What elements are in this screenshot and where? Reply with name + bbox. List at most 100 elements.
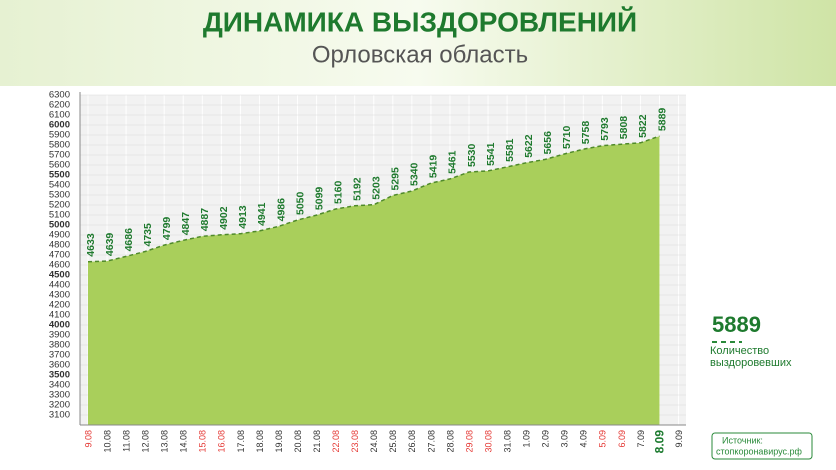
value-label: 4913 [237, 205, 249, 229]
value-label: 5295 [390, 167, 402, 191]
y-tick-label: 5300 [49, 190, 70, 201]
value-label: 4633 [85, 233, 97, 257]
y-tick-label: 5900 [49, 130, 70, 141]
value-label: 5808 [618, 116, 630, 140]
y-tick-label: 4100 [49, 310, 70, 321]
x-tick-label: 13.08 [160, 430, 170, 453]
y-tick-label: 4400 [49, 280, 70, 291]
value-label: 5622 [523, 134, 535, 158]
y-tick-label: 5200 [49, 200, 70, 211]
source-label: Источник: [722, 435, 763, 445]
x-tick-label: 8.09 [653, 430, 667, 454]
x-tick-label: 9.09 [674, 430, 684, 448]
x-tick-label: 2.09 [541, 430, 551, 448]
x-tick-label: 7.09 [636, 430, 646, 448]
x-tick-label: 9.08 [83, 430, 93, 448]
value-label: 5710 [561, 125, 573, 149]
y-tick-label: 4600 [49, 260, 70, 271]
source-box [711, 432, 813, 460]
value-label: 4941 [256, 202, 268, 226]
y-tick-label: 6000 [49, 120, 70, 131]
y-tick-label: 3400 [49, 380, 70, 391]
total-label: Количество выздоровевших [710, 345, 792, 369]
value-label: 4639 [104, 233, 116, 257]
y-tick-label: 3100 [49, 410, 70, 421]
value-label: 5758 [580, 121, 592, 145]
area [88, 136, 660, 425]
y-tick-label: 3300 [49, 390, 70, 401]
x-tick-label: 17.08 [236, 430, 246, 453]
y-tick-label: 4800 [49, 240, 70, 251]
chart-subtitle: Орловская область [312, 41, 528, 68]
value-label: 4686 [123, 228, 135, 252]
y-tick-label: 5800 [49, 140, 70, 151]
x-tick-label: 14.08 [179, 430, 189, 453]
header-band [0, 0, 836, 86]
y-tick-label: 3500 [49, 370, 70, 381]
x-tick-label: 31.08 [502, 430, 512, 453]
x-tick-label: 22.08 [331, 430, 341, 453]
x-tick-label: 3.09 [560, 430, 570, 448]
chart-title: ДИНАМИКА ВЫЗДОРОВЛЕНИЙ [203, 5, 637, 37]
x-tick-label: 18.08 [255, 430, 265, 453]
x-tick-label: 28.08 [445, 430, 455, 453]
y-tick-label: 5000 [49, 220, 70, 231]
value-label: 5656 [542, 131, 554, 155]
x-tick-label: 26.08 [407, 430, 417, 453]
value-label: 5889 [656, 108, 668, 132]
value-label: 4799 [161, 217, 173, 241]
value-label: 5581 [504, 138, 516, 162]
value-label: 4735 [142, 223, 154, 247]
y-tick-label: 4500 [49, 270, 70, 281]
value-label: 5419 [428, 155, 440, 179]
y-tick-label: 6300 [49, 90, 70, 101]
y-tick-label: 4300 [49, 290, 70, 301]
x-tick-label: 11.08 [121, 430, 131, 452]
x-tick-label: 10.08 [102, 430, 112, 453]
y-tick-label: 6200 [49, 100, 70, 111]
x-tick-label: 30.08 [483, 430, 493, 453]
x-tick-label: 20.08 [293, 430, 303, 453]
value-label: 5541 [485, 142, 497, 166]
x-tick-label: 21.08 [312, 430, 322, 453]
y-tick-label: 5700 [49, 150, 70, 161]
value-label: 5461 [447, 150, 459, 174]
x-tick-label: 27.08 [426, 430, 436, 453]
value-label: 5050 [294, 191, 306, 215]
x-tick-label: 25.08 [388, 430, 398, 453]
y-tick-label: 4000 [49, 320, 70, 331]
x-tick-label: 15.08 [198, 430, 208, 453]
y-tick-label: 3800 [49, 340, 70, 351]
value-label: 5340 [409, 162, 421, 186]
value-label: 4986 [275, 198, 287, 222]
value-label: 5530 [466, 143, 478, 167]
x-tick-label: 5.09 [598, 430, 608, 448]
y-tick-label: 5600 [49, 160, 70, 171]
value-label: 5192 [351, 177, 363, 201]
x-tick-label: 1.09 [522, 430, 532, 448]
value-label: 4902 [218, 206, 230, 230]
total-value: 5889 [712, 312, 761, 337]
y-tick-label: 5500 [49, 170, 70, 181]
value-label: 5099 [313, 187, 325, 211]
value-label: 4847 [180, 212, 192, 236]
value-label: 5822 [637, 114, 649, 138]
y-tick-label: 3600 [49, 360, 70, 371]
y-tick-label: 4900 [49, 230, 70, 241]
value-label: 5160 [332, 180, 344, 204]
x-tick-label: 24.08 [369, 430, 379, 453]
y-tick-label: 4700 [49, 250, 70, 261]
y-tick-label: 5100 [49, 210, 70, 221]
x-tick-label: 23.08 [350, 430, 360, 453]
y-tick-label: 5400 [49, 180, 70, 191]
y-tick-label: 3200 [49, 400, 70, 411]
x-tick-label: 19.08 [274, 430, 284, 453]
x-tick-label: 29.08 [464, 430, 474, 453]
total-label-box: Количество выздоровевших [710, 345, 792, 369]
x-tick-label: 16.08 [217, 430, 227, 453]
x-tick-label: 12.08 [141, 430, 151, 453]
value-label: 5793 [599, 117, 611, 141]
value-label: 5203 [371, 176, 383, 200]
